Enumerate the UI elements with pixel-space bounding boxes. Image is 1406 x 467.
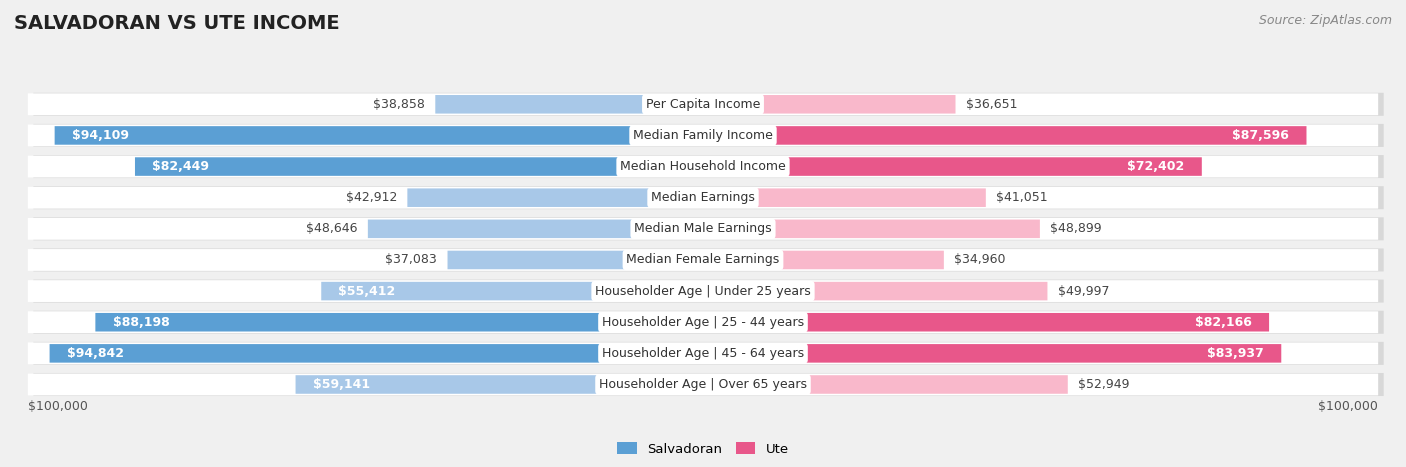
Text: SALVADORAN VS UTE INCOME: SALVADORAN VS UTE INCOME [14,14,340,33]
FancyBboxPatch shape [703,157,1202,176]
Text: $100,000: $100,000 [28,400,87,413]
FancyBboxPatch shape [34,280,1384,303]
FancyBboxPatch shape [28,218,1378,240]
Text: $87,596: $87,596 [1233,129,1289,142]
FancyBboxPatch shape [703,251,943,269]
FancyBboxPatch shape [703,344,1281,363]
Text: $48,646: $48,646 [307,222,357,235]
FancyBboxPatch shape [28,280,1378,302]
FancyBboxPatch shape [28,156,1378,177]
Text: $42,912: $42,912 [346,191,396,204]
FancyBboxPatch shape [34,311,1384,334]
Text: Source: ZipAtlas.com: Source: ZipAtlas.com [1258,14,1392,27]
Text: $41,051: $41,051 [995,191,1047,204]
FancyBboxPatch shape [321,282,703,300]
Text: $55,412: $55,412 [339,284,395,297]
Text: Householder Age | Under 25 years: Householder Age | Under 25 years [595,284,811,297]
Text: $83,937: $83,937 [1208,347,1264,360]
FancyBboxPatch shape [34,342,1384,365]
FancyBboxPatch shape [408,188,703,207]
FancyBboxPatch shape [703,375,1067,394]
Text: Per Capita Income: Per Capita Income [645,98,761,111]
FancyBboxPatch shape [34,93,1384,116]
Text: Median Earnings: Median Earnings [651,191,755,204]
FancyBboxPatch shape [703,313,1270,332]
FancyBboxPatch shape [28,249,1378,271]
Text: $59,141: $59,141 [312,378,370,391]
Text: $38,858: $38,858 [373,98,425,111]
FancyBboxPatch shape [49,344,703,363]
Text: $82,449: $82,449 [152,160,209,173]
Text: $82,166: $82,166 [1195,316,1251,329]
Text: $94,842: $94,842 [67,347,124,360]
FancyBboxPatch shape [703,282,1047,300]
FancyBboxPatch shape [34,373,1384,396]
FancyBboxPatch shape [34,217,1384,241]
FancyBboxPatch shape [28,311,1378,333]
FancyBboxPatch shape [28,125,1378,146]
Text: $72,402: $72,402 [1128,160,1185,173]
Text: $37,083: $37,083 [385,254,437,267]
FancyBboxPatch shape [703,126,1306,145]
FancyBboxPatch shape [28,342,1378,364]
Text: $52,949: $52,949 [1078,378,1129,391]
FancyBboxPatch shape [28,93,1378,115]
Text: $100,000: $100,000 [1319,400,1378,413]
FancyBboxPatch shape [55,126,703,145]
Text: Householder Age | Over 65 years: Householder Age | Over 65 years [599,378,807,391]
Text: Median Family Income: Median Family Income [633,129,773,142]
FancyBboxPatch shape [368,219,703,238]
FancyBboxPatch shape [295,375,703,394]
Text: $94,109: $94,109 [72,129,129,142]
FancyBboxPatch shape [34,155,1384,178]
Legend: Salvadoran, Ute: Salvadoran, Ute [612,437,794,461]
Text: Median Female Earnings: Median Female Earnings [627,254,779,267]
FancyBboxPatch shape [135,157,703,176]
Text: $36,651: $36,651 [966,98,1018,111]
Text: $49,997: $49,997 [1057,284,1109,297]
Text: Householder Age | 25 - 44 years: Householder Age | 25 - 44 years [602,316,804,329]
Text: $34,960: $34,960 [955,254,1005,267]
Text: $88,198: $88,198 [112,316,169,329]
FancyBboxPatch shape [703,188,986,207]
Text: Median Male Earnings: Median Male Earnings [634,222,772,235]
Text: Median Household Income: Median Household Income [620,160,786,173]
FancyBboxPatch shape [703,219,1040,238]
FancyBboxPatch shape [28,374,1378,396]
FancyBboxPatch shape [28,187,1378,209]
Text: $48,899: $48,899 [1050,222,1102,235]
FancyBboxPatch shape [703,95,956,113]
FancyBboxPatch shape [34,186,1384,209]
FancyBboxPatch shape [34,124,1384,147]
FancyBboxPatch shape [447,251,703,269]
FancyBboxPatch shape [436,95,703,113]
FancyBboxPatch shape [34,248,1384,271]
FancyBboxPatch shape [96,313,703,332]
Text: Householder Age | 45 - 64 years: Householder Age | 45 - 64 years [602,347,804,360]
